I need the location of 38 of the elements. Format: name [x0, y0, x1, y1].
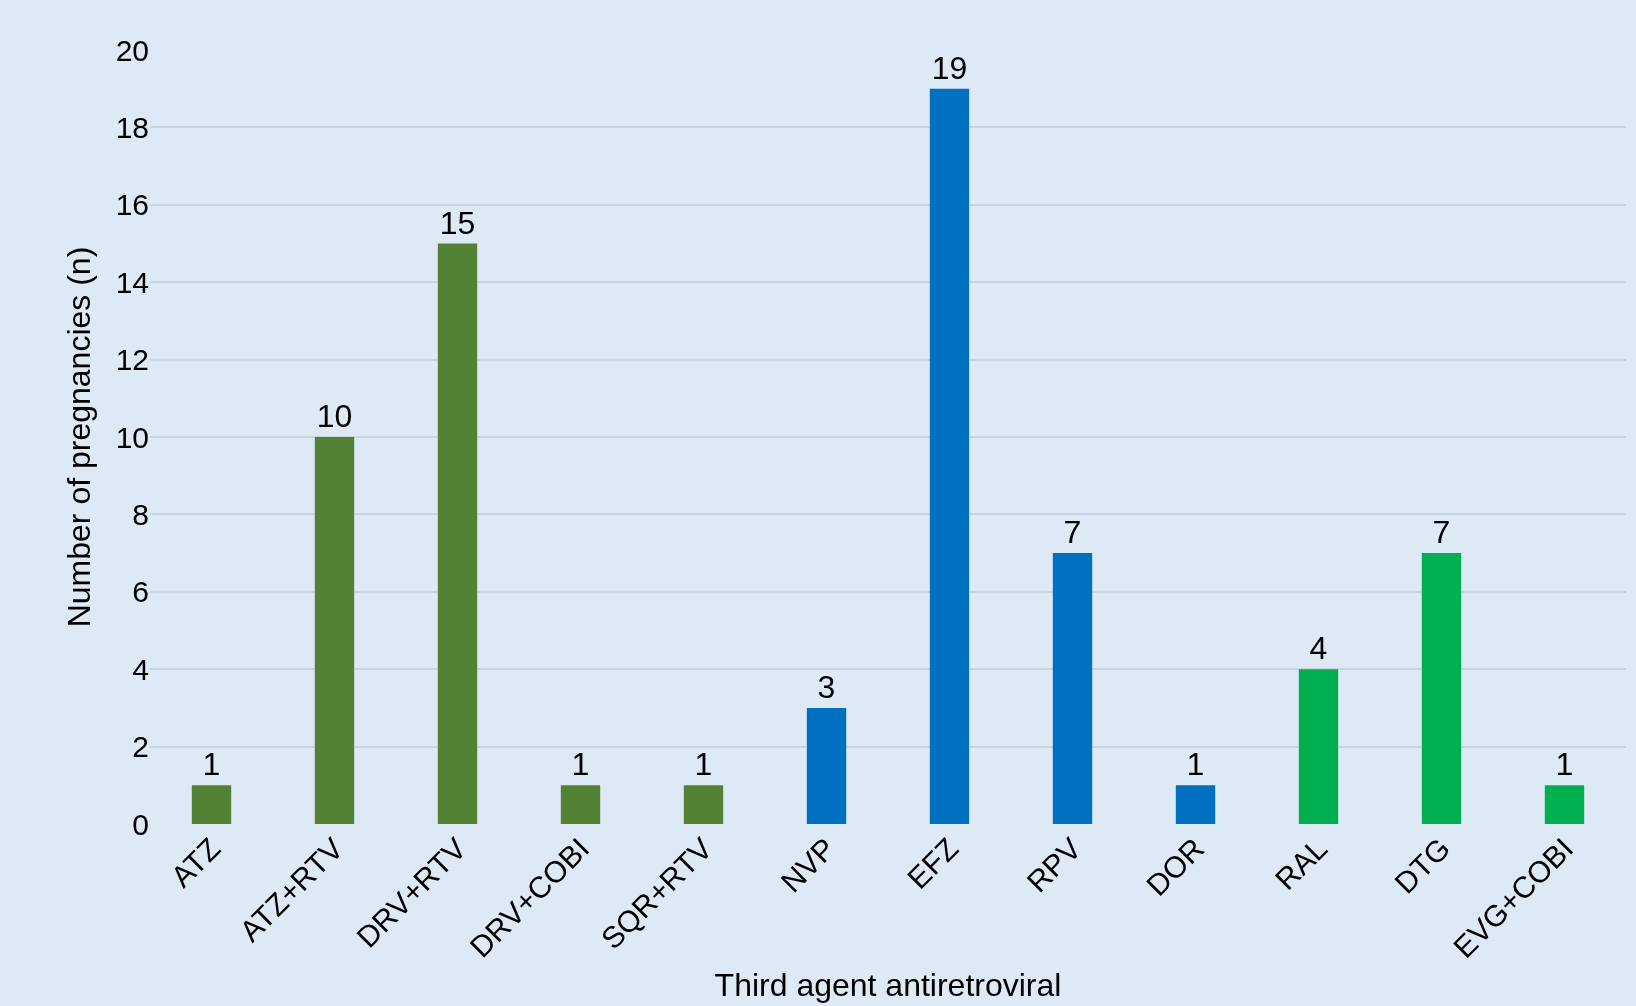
- bar: [1421, 553, 1462, 824]
- data-label: 7: [1432, 514, 1451, 551]
- data-label: 3: [817, 668, 836, 705]
- y-axis-title: Number of pregnancies (n): [60, 246, 97, 628]
- x-axis-title: Third agent antiretroviral: [714, 966, 1062, 1003]
- x-tick-label: RAL: [1268, 831, 1334, 897]
- data-label: 15: [439, 204, 476, 241]
- bar: [437, 243, 478, 824]
- data-label: 19: [931, 49, 968, 86]
- y-tick-label: 14: [115, 265, 149, 299]
- bar: [806, 707, 847, 824]
- bar: [683, 785, 724, 824]
- data-label: 10: [316, 398, 353, 434]
- bar: [1298, 669, 1339, 824]
- bar: [929, 88, 970, 824]
- bar: [560, 785, 601, 824]
- y-tick-label: 6: [132, 575, 149, 609]
- bar: [191, 785, 232, 824]
- y-tick-label: 4: [132, 652, 149, 686]
- bar: [1544, 785, 1585, 824]
- data-label: 1: [694, 746, 713, 783]
- y-tick-label: 0: [132, 807, 149, 841]
- y-tick-label: 10: [115, 420, 149, 454]
- y-tick-label: 16: [115, 188, 149, 222]
- data-label: 1: [1555, 746, 1574, 783]
- bar: [1175, 785, 1216, 824]
- data-label: 1: [571, 746, 590, 783]
- y-tick-label: 8: [132, 497, 149, 531]
- y-tick-label: 2: [132, 730, 149, 764]
- bar: [314, 437, 355, 824]
- y-tick-label: 18: [115, 110, 149, 144]
- data-label: 7: [1063, 514, 1082, 551]
- bar: [1052, 553, 1093, 824]
- y-tick-label: 12: [115, 343, 149, 377]
- data-label: 1: [202, 746, 221, 783]
- data-label: 4: [1309, 630, 1328, 667]
- data-label: 1: [1186, 746, 1205, 783]
- y-tick-label: 20: [115, 33, 149, 67]
